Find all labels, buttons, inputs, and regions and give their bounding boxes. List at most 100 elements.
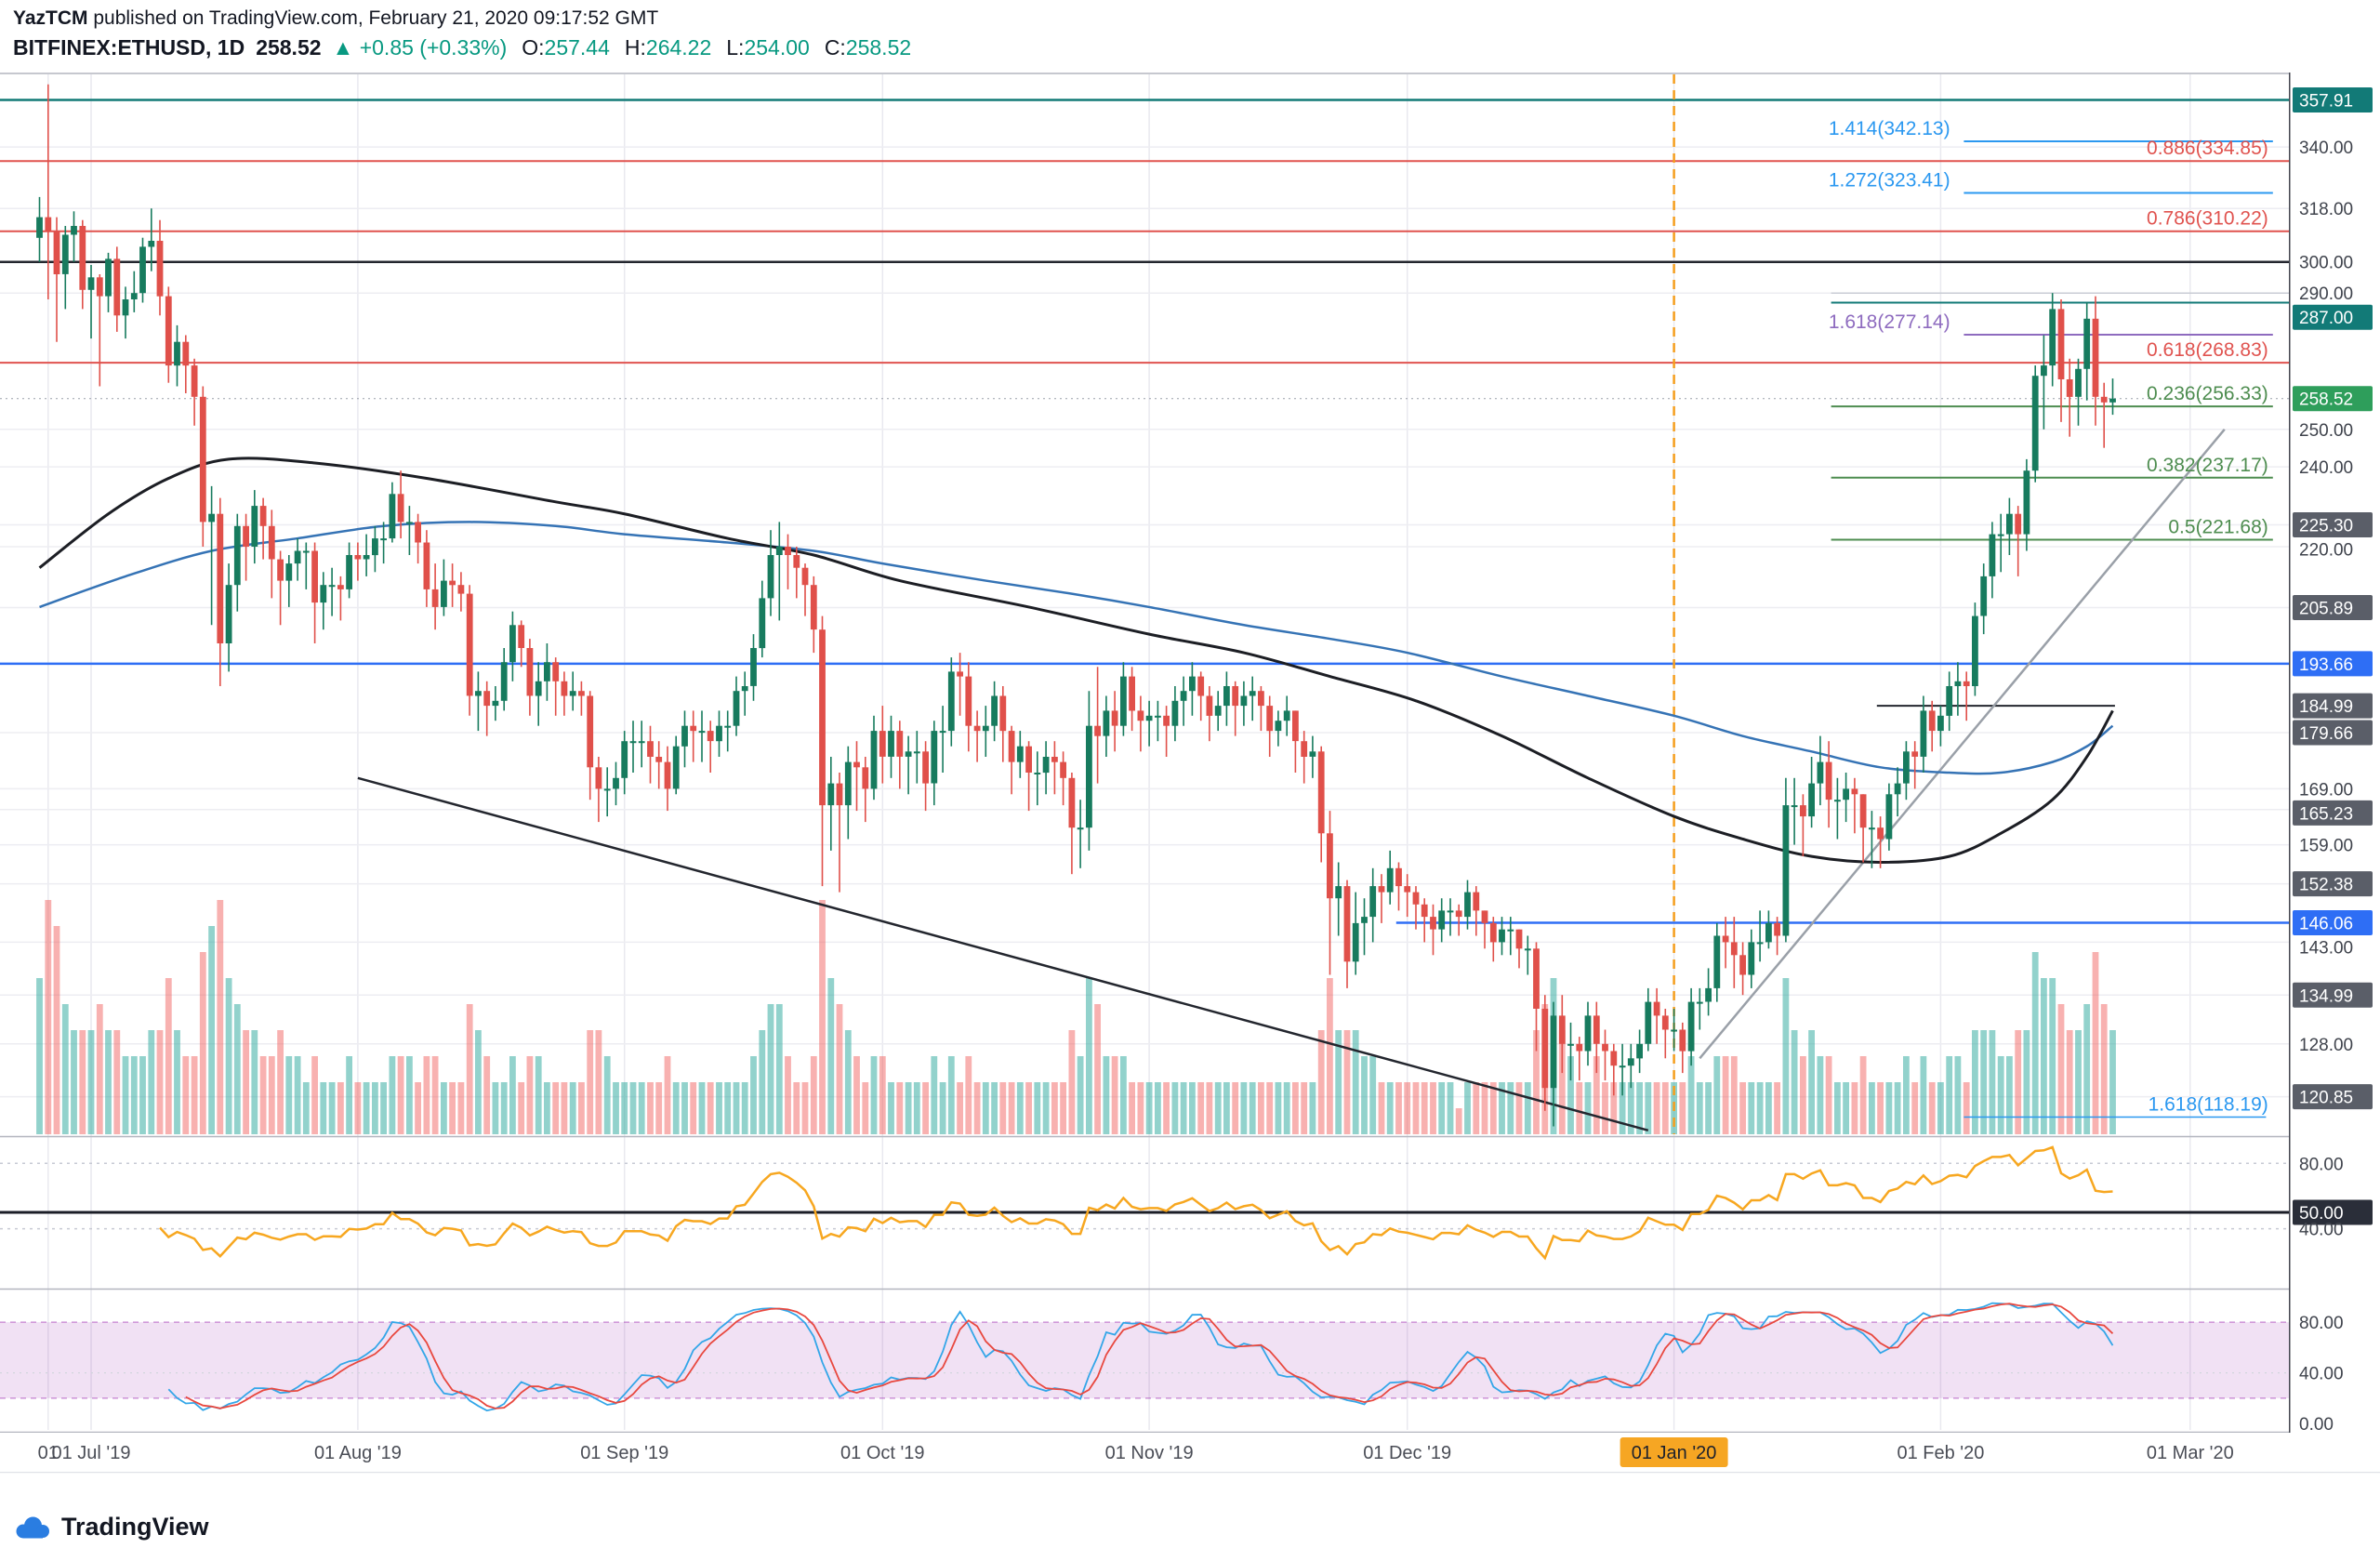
price-axis-label: 357.91 (2299, 92, 2353, 112)
tradingview-brand[interactable]: TradingView (61, 1513, 209, 1541)
time-axis-highlight (1620, 1437, 1728, 1467)
levels-layer (0, 99, 2289, 1118)
price-axis-badge (2293, 651, 2373, 677)
ma-black-line (38, 456, 2114, 864)
open-value: O:257.44 (522, 33, 610, 61)
price-axis-label: 300.00 (2299, 254, 2353, 273)
stoch-axis-label: 40.00 (2299, 1365, 2344, 1384)
price-axis-label: 128.00 (2299, 1036, 2353, 1055)
price-axis-label: 220.00 (2299, 541, 2353, 561)
price-axis-label: 318.00 (2299, 200, 2353, 219)
price-axis-label: 290.00 (2299, 284, 2353, 304)
high-label: H: (624, 35, 646, 60)
last-price: 258.52 (256, 35, 322, 60)
chart-header: YazTCM published on TradingView.com, Feb… (0, 0, 2380, 73)
byline-text: published on TradingView.com, February 2… (87, 7, 659, 29)
price-axis-label: 250.00 (2299, 421, 2353, 441)
open-number: 257.44 (544, 35, 610, 60)
trendlines-layer (357, 428, 2226, 1132)
time-axis-label: 01 Dec '19 (1363, 1443, 1451, 1463)
close-number: 258.52 (845, 35, 912, 60)
author-name: YazTCM (13, 7, 88, 29)
fib-label: 0.618(268.83) (2147, 339, 2268, 361)
rsi-line (159, 1145, 2113, 1261)
fib-label: 0.786(310.22) (2147, 208, 2268, 230)
fib-label: 1.414(342.13) (1829, 118, 1950, 139)
time-axis-label: 01 Nov '19 (1105, 1443, 1194, 1463)
rsi-axis-label: 50.00 (2299, 1204, 2344, 1224)
tradingview-logo-icon[interactable] (13, 1515, 52, 1541)
price-axis-badge (2293, 87, 2373, 112)
price-axis-label: 152.38 (2299, 876, 2353, 895)
rsi-pane (0, 1145, 2289, 1261)
price-axis-label: 258.52 (2299, 390, 2353, 410)
price-axis-label: 240.00 (2299, 458, 2353, 478)
fib-label: 0.5(221.68) (2168, 517, 2268, 538)
price-axis-label: 120.85 (2299, 1089, 2353, 1108)
price-axis-label: 165.23 (2299, 804, 2353, 824)
price-axis-badge (2293, 720, 2373, 746)
open-label: O: (522, 35, 545, 60)
price-axis-label: 205.89 (2299, 600, 2353, 619)
price-axis-label: 179.66 (2299, 724, 2353, 744)
fib-label: 1.272(323.41) (1829, 170, 1950, 192)
chart-area[interactable]: 1.414(342.13) 1.272(323.41) 1.618(277.14) 0… (0, 73, 2380, 1506)
price-axis-label: 287.00 (2299, 309, 2353, 328)
time-axis-label: 01 Sep '19 (580, 1443, 668, 1463)
price-axis-badge (2293, 386, 2373, 412)
fib-label: 0.236(256.33) (2147, 383, 2268, 404)
stoch-pane (0, 1302, 2289, 1412)
fib-label: 1.618(277.14) (1829, 311, 1950, 333)
footer: TradingView (0, 1506, 2380, 1548)
symbol-row: BITFINEX:ETHUSD, 1D 258.52 ▲ +0.85 (+0.3… (13, 33, 2380, 61)
price-axis-label: 340.00 (2299, 139, 2353, 158)
fib-label: 1.618(118.19) (2149, 1094, 2268, 1116)
price-axis-badge (2293, 304, 2373, 330)
price-change: ▲ +0.85 (+0.33%) (332, 35, 508, 60)
price-axis-label: 146.06 (2299, 915, 2353, 934)
high-value: H:264.22 (625, 33, 711, 61)
price-axis-badge (2293, 512, 2373, 537)
volume-layer (36, 900, 2116, 1134)
chart-canvas[interactable]: 1.414(342.13) 1.272(323.41) 1.618(277.14) 0… (0, 73, 2380, 1506)
price-axis-badge (2293, 595, 2373, 620)
time-axis-label: 01 Mar '20 (2147, 1443, 2234, 1463)
time-axis-label: 01 Oct '19 (840, 1443, 925, 1463)
price-axis[interactable]: 357.91 340.00 318.00 300.00 290.00 287.00 258.… (2289, 73, 2380, 1472)
fib-label: 0.382(237.17) (2147, 455, 2268, 476)
price-axis-badge (2293, 982, 2373, 1008)
price-axis-label: 143.00 (2299, 939, 2353, 959)
stoch-d-line (185, 1303, 2114, 1409)
time-axis-label: 01 (38, 1443, 59, 1463)
stoch-axis-label: 0.00 (2299, 1415, 2334, 1435)
high-number: 264.22 (645, 35, 712, 60)
price-axis-badge (2293, 693, 2373, 719)
price-axis-label: 134.99 (2299, 986, 2353, 1006)
time-axis-label: 01 Feb '20 (1897, 1443, 1984, 1463)
rsi-axis-label: 80.00 (2299, 1155, 2344, 1174)
pane-separators (0, 73, 2380, 1474)
rsi-axis-label: 40.00 (2299, 1221, 2344, 1240)
close-label: C: (824, 35, 846, 60)
price-axis-badge (2293, 800, 2373, 826)
low-value: L:254.00 (726, 33, 810, 61)
stoch-axis-label: 80.00 (2299, 1314, 2344, 1333)
fib-label: 0.886(334.85) (2147, 138, 2268, 159)
time-axis-label: 01 Aug '19 (314, 1443, 402, 1463)
low-number: 254.00 (744, 35, 810, 60)
time-axis-label: 01 Jan '20 (1632, 1443, 1717, 1463)
close-value: C:258.52 (825, 33, 911, 61)
price-axis-badge (2293, 871, 2373, 897)
price-axis-label: 193.66 (2299, 655, 2353, 675)
price-axis-badge (2293, 1084, 2373, 1110)
price-axis-label: 225.30 (2299, 517, 2353, 536)
price-axis-label: 169.00 (2299, 780, 2353, 800)
fib-labels-layer: 1.414(342.13) 1.272(323.41) 1.618(277.14) 0… (1829, 118, 2268, 1116)
symbol-title: BITFINEX:ETHUSD, 1D (13, 35, 245, 60)
price-axis-label: 184.99 (2299, 697, 2353, 717)
grid-layer (0, 74, 2289, 1430)
rsi-axis-badge (2293, 1199, 2373, 1225)
byline: YazTCM published on TradingView.com, Feb… (13, 7, 2380, 31)
low-label: L: (726, 35, 745, 60)
